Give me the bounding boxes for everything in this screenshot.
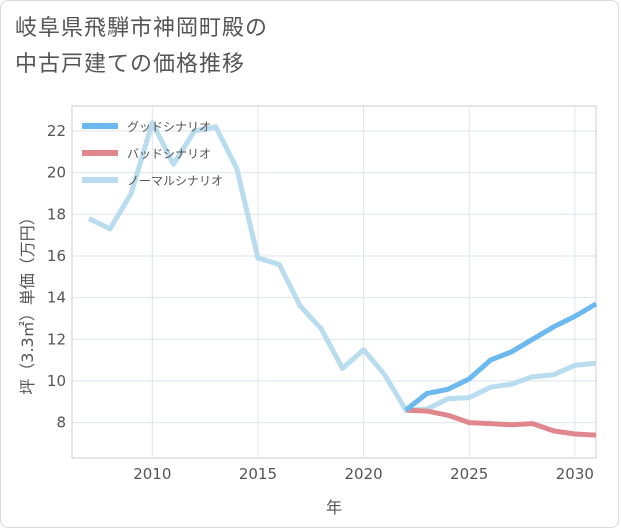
- chart-title: 岐阜県飛騨市神岡町殿の 中古戸建ての価格推移: [15, 11, 268, 83]
- x-axis-title: 年: [326, 498, 342, 517]
- chart-title-line-2: 中古戸建ての価格推移: [15, 52, 246, 77]
- legend-label-2: ノーマルシナリオ: [127, 174, 223, 188]
- y-tick-label: 16: [47, 247, 66, 265]
- series-line-0: [404, 301, 598, 413]
- x-tick-label: 2025: [450, 465, 488, 483]
- y-tick-label: 20: [47, 164, 66, 182]
- y-tick-label: 18: [47, 205, 66, 223]
- series-lines: [87, 120, 598, 438]
- legend-label-0: グッドシナリオ: [127, 120, 211, 134]
- x-tick-label: 2030: [556, 465, 594, 483]
- y-axis-ticks: 8 10 12 14 16 18 20 22: [47, 122, 66, 432]
- y-tick-label: 8: [56, 414, 66, 432]
- x-axis-ticks: 2010 2015 2020 2025 2030: [133, 465, 594, 483]
- series-line-1: [405, 407, 597, 438]
- x-tick-label: 2020: [344, 465, 382, 483]
- y-tick-label: 14: [47, 289, 66, 307]
- y-tick-label: 12: [47, 330, 66, 348]
- y-tick-label: 22: [47, 122, 66, 140]
- x-tick-label: 2015: [239, 465, 277, 483]
- legend-label-1: バッドシナリオ: [127, 147, 211, 161]
- y-axis-title: 坪（3.3㎡）単価（万円）: [18, 209, 37, 394]
- chart-title-line-1: 岐阜県飛騨市神岡町殿の: [15, 16, 269, 41]
- y-tick-label: 10: [47, 372, 66, 390]
- x-tick-label: 2010: [133, 465, 171, 483]
- series-line-2: [87, 120, 597, 413]
- grid-lines: [72, 106, 596, 458]
- plot-area: [71, 105, 597, 459]
